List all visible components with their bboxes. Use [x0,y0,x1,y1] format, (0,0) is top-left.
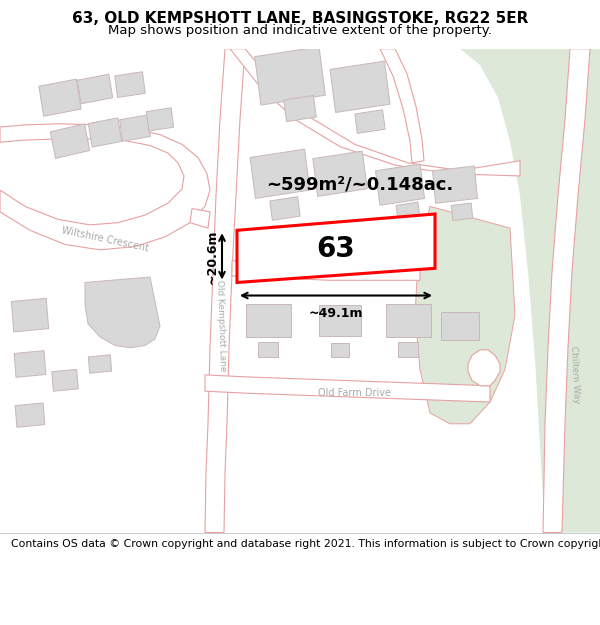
Polygon shape [284,96,316,122]
Polygon shape [386,304,431,337]
Polygon shape [245,304,290,337]
Polygon shape [14,351,46,378]
Polygon shape [415,206,515,424]
Text: Chiltern Way: Chiltern Way [569,346,581,404]
Text: Wiltshire Crescent: Wiltshire Crescent [61,225,149,253]
Polygon shape [39,79,81,116]
Text: 63: 63 [317,235,355,262]
Polygon shape [119,115,151,141]
Text: 63, OLD KEMPSHOTT LANE, BASINGSTOKE, RG22 5ER: 63, OLD KEMPSHOTT LANE, BASINGSTOKE, RG2… [72,11,528,26]
Polygon shape [355,110,385,133]
Text: ~49.1m: ~49.1m [309,308,363,321]
Polygon shape [237,214,435,282]
Polygon shape [146,108,173,131]
Polygon shape [0,124,210,250]
Polygon shape [190,209,210,228]
Text: Contains OS data © Crown copyright and database right 2021. This information is : Contains OS data © Crown copyright and d… [11,539,600,549]
Polygon shape [376,164,425,205]
Polygon shape [88,118,122,147]
Polygon shape [205,375,490,402]
Polygon shape [396,202,420,221]
Polygon shape [15,403,45,428]
Polygon shape [270,197,300,221]
Text: ~599m²/~0.148ac.: ~599m²/~0.148ac. [266,176,454,194]
Polygon shape [85,277,160,348]
Polygon shape [441,312,479,340]
Polygon shape [543,49,590,532]
Polygon shape [50,124,90,158]
Polygon shape [232,261,420,280]
Polygon shape [330,61,390,112]
Polygon shape [205,49,245,532]
Polygon shape [398,342,418,357]
Polygon shape [380,49,424,163]
Polygon shape [11,298,49,332]
Text: Map shows position and indicative extent of the property.: Map shows position and indicative extent… [108,24,492,36]
Polygon shape [88,355,112,373]
Polygon shape [331,342,349,357]
Polygon shape [451,203,473,221]
Polygon shape [230,49,520,176]
Polygon shape [52,369,78,391]
Polygon shape [433,166,478,203]
Polygon shape [258,342,278,357]
Text: ~20.6m: ~20.6m [206,229,219,284]
Polygon shape [115,72,145,98]
Text: Old Farm Drive: Old Farm Drive [319,388,392,398]
Polygon shape [250,149,310,198]
Polygon shape [254,47,325,105]
Polygon shape [460,49,600,532]
Polygon shape [313,151,367,196]
Polygon shape [468,350,500,386]
Text: Old Kempshott Lane: Old Kempshott Lane [215,280,227,372]
Polygon shape [77,74,113,104]
Polygon shape [319,305,361,336]
